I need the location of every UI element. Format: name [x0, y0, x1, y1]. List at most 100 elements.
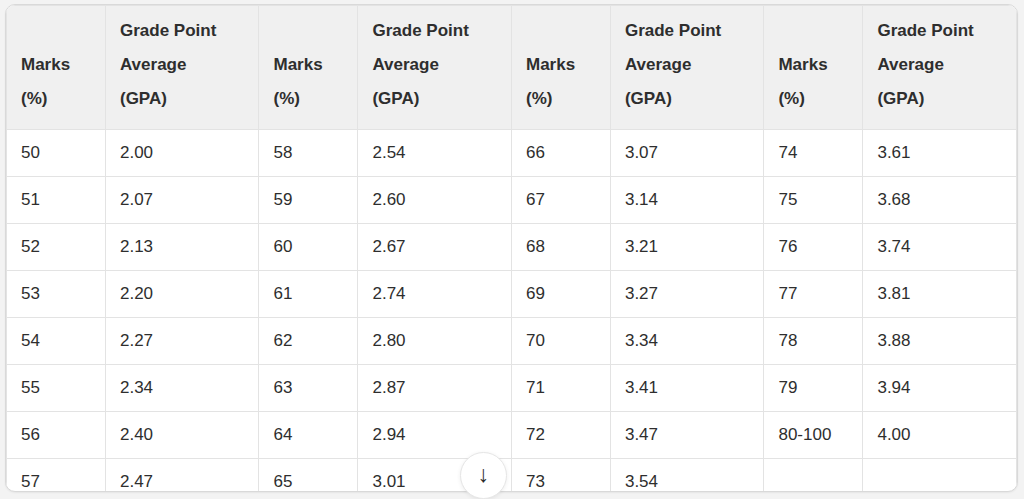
marks-cell: 73	[511, 459, 610, 493]
header-line: Grade Point	[372, 14, 497, 48]
marks-cell: 80-100	[764, 412, 863, 459]
marks-cell: 52	[7, 224, 106, 271]
marks-cell: 76	[764, 224, 863, 271]
table-row: 552.34632.87713.41793.94	[7, 365, 1017, 412]
gpa-cell: 2.07	[105, 177, 259, 224]
marks-cell: 57	[7, 459, 106, 493]
gpa-cell	[863, 459, 1017, 493]
marks-cell: 53	[7, 271, 106, 318]
gpa-cell: 3.47	[610, 412, 764, 459]
header-line: (%)	[21, 82, 91, 116]
header-line: Grade Point	[625, 14, 750, 48]
header-cell-gpa: Grade PointAverage(GPA)	[863, 6, 1017, 130]
gpa-cell: 3.41	[610, 365, 764, 412]
marks-cell: 68	[511, 224, 610, 271]
gpa-cell: 2.27	[105, 318, 259, 365]
marks-cell: 70	[511, 318, 610, 365]
gpa-cell: 2.60	[358, 177, 512, 224]
table-row: 572.47653.01733.54	[7, 459, 1017, 493]
gpa-cell: 3.21	[610, 224, 764, 271]
marks-cell: 77	[764, 271, 863, 318]
header-line: (GPA)	[877, 82, 1002, 116]
gpa-cell: 2.40	[105, 412, 259, 459]
marks-cell: 72	[511, 412, 610, 459]
header-cell-marks: Marks(%)	[259, 6, 358, 130]
header-line: (GPA)	[625, 82, 750, 116]
down-arrow-icon: ↓	[478, 463, 490, 486]
table-row: 512.07592.60673.14753.68	[7, 177, 1017, 224]
header-line: Marks	[21, 48, 91, 82]
gpa-cell: 3.27	[610, 271, 764, 318]
marks-cell: 59	[259, 177, 358, 224]
gpa-cell: 2.67	[358, 224, 512, 271]
marks-cell: 71	[511, 365, 610, 412]
gpa-cell: 3.88	[863, 318, 1017, 365]
scroll-down-button[interactable]: ↓	[460, 452, 507, 499]
table-header: Marks(%)Grade PointAverage(GPA)Marks(%)G…	[7, 6, 1017, 130]
header-line: (%)	[778, 82, 848, 116]
marks-cell: 65	[259, 459, 358, 493]
gpa-cell: 2.34	[105, 365, 259, 412]
header-line: (GPA)	[372, 82, 497, 116]
header-line: Grade Point	[120, 14, 245, 48]
header-cell-marks: Marks(%)	[764, 6, 863, 130]
page: Marks(%)Grade PointAverage(GPA)Marks(%)G…	[0, 0, 1024, 499]
header-line: Average	[120, 48, 245, 82]
gpa-cell: 2.13	[105, 224, 259, 271]
table-row: 562.40642.94723.4780-1004.00	[7, 412, 1017, 459]
gpa-cell: 2.47	[105, 459, 259, 493]
table-row: 502.00582.54663.07743.61	[7, 130, 1017, 177]
gpa-cell: 2.94	[358, 412, 512, 459]
header-line: (%)	[273, 82, 343, 116]
marks-cell: 75	[764, 177, 863, 224]
marks-cell: 60	[259, 224, 358, 271]
gpa-cell: 2.87	[358, 365, 512, 412]
header-line: (%)	[526, 82, 596, 116]
table-row: 522.13602.67683.21763.74	[7, 224, 1017, 271]
marks-cell: 78	[764, 318, 863, 365]
header-cell-marks: Marks(%)	[7, 6, 106, 130]
gpa-cell: 3.61	[863, 130, 1017, 177]
gpa-conversion-table: Marks(%)Grade PointAverage(GPA)Marks(%)G…	[6, 5, 1017, 492]
marks-cell: 51	[7, 177, 106, 224]
gpa-cell: 3.94	[863, 365, 1017, 412]
marks-cell: 50	[7, 130, 106, 177]
gpa-cell: 3.07	[610, 130, 764, 177]
table-row: 532.20612.74693.27773.81	[7, 271, 1017, 318]
header-line: Marks	[526, 48, 596, 82]
table-row: 542.27622.80703.34783.88	[7, 318, 1017, 365]
header-cell-gpa: Grade PointAverage(GPA)	[610, 6, 764, 130]
gpa-cell: 4.00	[863, 412, 1017, 459]
header-row: Marks(%)Grade PointAverage(GPA)Marks(%)G…	[7, 6, 1017, 130]
marks-cell: 69	[511, 271, 610, 318]
gpa-cell: 3.81	[863, 271, 1017, 318]
marks-cell: 67	[511, 177, 610, 224]
header-line: Average	[625, 48, 750, 82]
gpa-cell: 3.54	[610, 459, 764, 493]
marks-cell: 64	[259, 412, 358, 459]
marks-cell: 62	[259, 318, 358, 365]
marks-cell: 58	[259, 130, 358, 177]
gpa-cell: 3.14	[610, 177, 764, 224]
header-cell-gpa: Grade PointAverage(GPA)	[105, 6, 259, 130]
header-line: Average	[372, 48, 497, 82]
header-cell-marks: Marks(%)	[511, 6, 610, 130]
marks-cell: 79	[764, 365, 863, 412]
header-cell-gpa: Grade PointAverage(GPA)	[358, 6, 512, 130]
marks-cell: 74	[764, 130, 863, 177]
gpa-cell: 3.74	[863, 224, 1017, 271]
header-line: Average	[877, 48, 1002, 82]
gpa-cell: 2.74	[358, 271, 512, 318]
table-body: 502.00582.54663.07743.61512.07592.60673.…	[7, 130, 1017, 493]
header-line: Marks	[778, 48, 848, 82]
marks-cell: 56	[7, 412, 106, 459]
gpa-cell: 2.80	[358, 318, 512, 365]
gpa-cell: 3.34	[610, 318, 764, 365]
marks-cell: 66	[511, 130, 610, 177]
header-line: Grade Point	[877, 14, 1002, 48]
gpa-conversion-table-container: Marks(%)Grade PointAverage(GPA)Marks(%)G…	[5, 4, 1018, 492]
marks-cell: 54	[7, 318, 106, 365]
marks-cell	[764, 459, 863, 493]
marks-cell: 55	[7, 365, 106, 412]
header-line: (GPA)	[120, 82, 245, 116]
